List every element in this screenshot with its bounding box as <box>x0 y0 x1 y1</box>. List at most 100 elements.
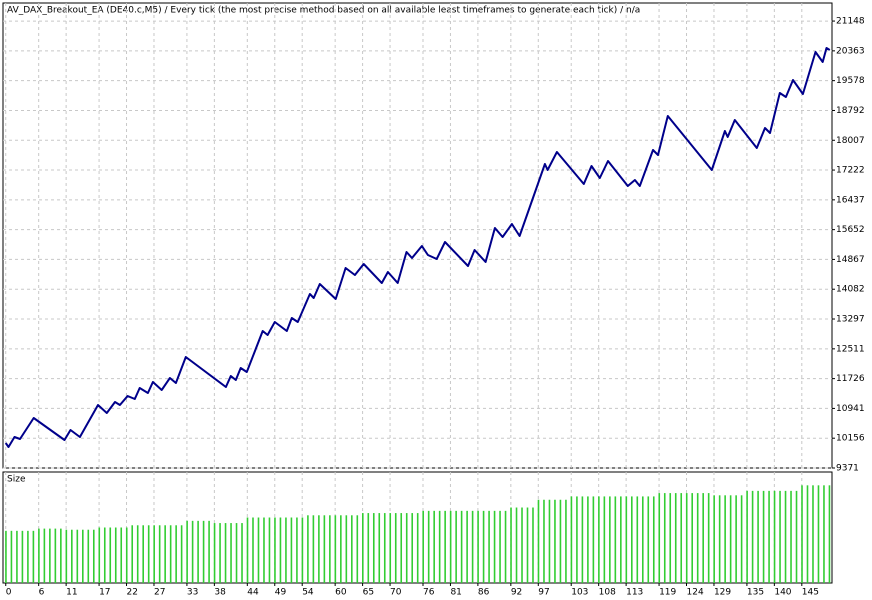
size-bar <box>680 493 683 583</box>
size-bar <box>658 493 661 583</box>
x-tick-label: 86 <box>478 588 490 598</box>
size-bar <box>537 499 540 583</box>
size-bar <box>411 513 414 583</box>
size-bar <box>16 530 18 583</box>
size-bar <box>202 520 205 583</box>
size-bar <box>631 496 633 583</box>
size-bar <box>10 530 13 583</box>
size-bar <box>592 496 595 583</box>
size-bar <box>65 529 68 583</box>
x-tick-label: 140 <box>774 588 791 598</box>
size-bar <box>762 490 765 583</box>
size-bar <box>114 527 117 583</box>
x-tick-label: 145 <box>802 588 819 598</box>
y-tick-label: 10156 <box>836 434 865 444</box>
size-bar <box>383 513 386 583</box>
x-tick-label: 54 <box>302 588 314 598</box>
size-bar <box>614 496 617 583</box>
size-bar <box>477 510 479 583</box>
size-bar <box>669 493 672 583</box>
size-bar <box>142 525 144 583</box>
size-bar <box>323 515 326 583</box>
size-bar <box>663 493 666 583</box>
size-bar <box>164 525 166 583</box>
y-tick-label: 11726 <box>836 374 865 384</box>
y-tick-label: 18792 <box>836 106 865 116</box>
size-bar <box>570 496 573 583</box>
size-bar <box>576 496 578 583</box>
size-bar <box>312 515 315 583</box>
size-bar <box>422 510 424 583</box>
x-tick-label: 92 <box>511 588 522 598</box>
y-tick-label: 9371 <box>836 464 859 474</box>
size-bar <box>109 527 112 583</box>
size-bar <box>125 527 128 583</box>
y-tick-label: 13297 <box>836 315 865 325</box>
size-bar <box>620 496 622 583</box>
size-bar <box>54 528 57 583</box>
size-bar <box>532 507 534 583</box>
equity-panel <box>2 2 833 469</box>
size-bar <box>191 520 194 583</box>
size-bar <box>405 513 408 583</box>
size-bar <box>5 530 7 583</box>
size-bar <box>32 530 35 583</box>
size-bar <box>647 496 650 583</box>
size-bar <box>427 510 430 583</box>
size-bar <box>345 515 348 583</box>
size-bar <box>598 496 600 583</box>
size-bar <box>554 499 556 583</box>
y-tick-label: 18007 <box>836 136 865 146</box>
size-bar <box>790 490 792 583</box>
x-tick-label: 38 <box>214 588 226 598</box>
size-bar <box>120 527 123 583</box>
size-title: Size <box>7 475 26 485</box>
size-bar <box>812 485 814 583</box>
size-bar <box>400 513 403 583</box>
size-bar <box>493 510 496 583</box>
size-bar <box>389 513 392 583</box>
size-bar <box>773 490 776 583</box>
size-bar <box>416 513 419 583</box>
size-bar <box>394 513 397 583</box>
x-tick-label: 103 <box>571 588 588 598</box>
size-bar <box>565 499 567 583</box>
x-tick-label: 33 <box>187 588 198 598</box>
size-bar <box>707 493 710 583</box>
size-bar <box>136 525 139 583</box>
size-bar <box>71 529 73 583</box>
size-bar <box>92 529 95 583</box>
x-tick-label: 0 <box>6 588 12 598</box>
size-bar <box>641 496 644 583</box>
size-bar <box>43 528 46 583</box>
x-tick-label: 97 <box>538 588 549 598</box>
size-bar <box>817 485 820 583</box>
x-tick-label: 44 <box>247 588 259 598</box>
size-bar <box>433 510 435 583</box>
x-tick-label: 6 <box>39 588 45 598</box>
size-bar <box>559 499 562 583</box>
size-bar <box>279 517 282 583</box>
size-bar <box>49 528 51 583</box>
size-bar <box>169 525 172 583</box>
x-tick-label: 108 <box>599 588 616 598</box>
x-tick-label: 81 <box>450 588 461 598</box>
size-bar <box>823 485 825 583</box>
size-bar <box>482 510 485 583</box>
size-bar <box>625 496 628 583</box>
size-bar <box>488 510 490 583</box>
size-bar <box>499 510 501 583</box>
size-bar <box>735 495 737 583</box>
size-bar <box>685 493 688 583</box>
y-tick-label: 14867 <box>836 255 865 265</box>
x-tick-label: 70 <box>390 588 402 598</box>
size-bar <box>131 525 134 583</box>
size-bar <box>103 527 106 583</box>
size-bar <box>521 507 523 583</box>
x-tick-label: 11 <box>66 588 77 598</box>
size-bar <box>718 495 721 583</box>
size-bar <box>246 517 249 583</box>
size-bar <box>455 510 457 583</box>
size-bar <box>274 517 276 583</box>
